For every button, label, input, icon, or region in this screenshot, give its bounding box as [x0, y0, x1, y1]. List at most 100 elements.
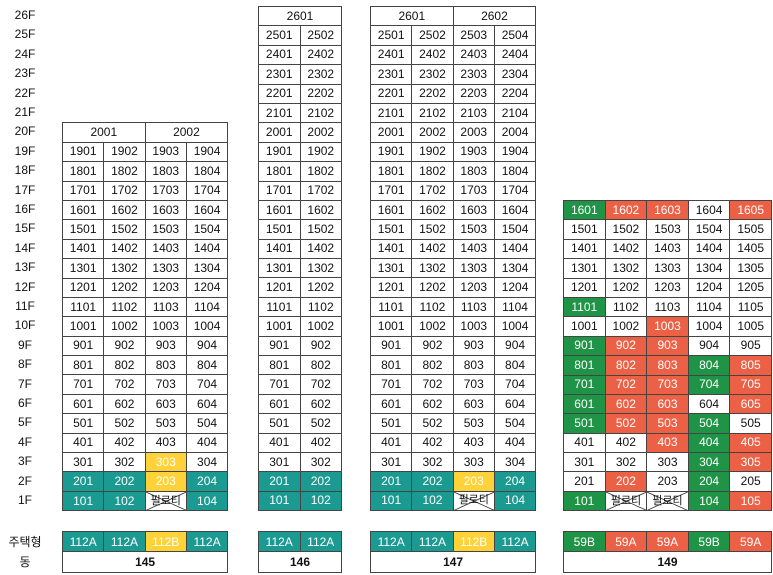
unit-cell: 1304 [687, 258, 731, 279]
unit-cell: 1503 [646, 219, 689, 240]
unit-cell: 704 [687, 374, 731, 395]
floor-row: 2501 2502 [258, 25, 343, 46]
unit-cell: 1105 [729, 296, 772, 318]
unit-cell: 405 [729, 432, 772, 454]
unit-cell: 1001 [258, 316, 301, 337]
floor-row: 101 102 [258, 490, 343, 512]
top-floor-header: 2002 [144, 122, 229, 143]
unit-cell: 1101 [61, 296, 105, 318]
unit-cell: 305 [729, 452, 772, 473]
unit-type-cell: 112A [493, 531, 537, 552]
unit-cell: 1003 [144, 316, 187, 337]
floor-row: 1601 1602 1603 1604 [369, 199, 537, 221]
dong-number: 149 [563, 551, 772, 573]
unit-cell: 401 [61, 432, 105, 454]
unit-cell: 필로티 [646, 490, 689, 512]
unit-cell: 1601 [258, 199, 301, 221]
unit-cell: 2302 [299, 64, 343, 85]
unit-cell: 1203 [144, 277, 187, 298]
unit-cell: 601 [563, 393, 606, 415]
floor-row: 201 202 [258, 471, 343, 492]
floor-row: 401 402 403 404 [369, 432, 537, 453]
floor-row: 1001 1002 1003 1004 [369, 316, 537, 337]
unit-cell: 1004 [687, 316, 731, 337]
unit-cell: 1502 [411, 219, 454, 240]
unit-cell: 2303 [452, 64, 495, 85]
unit-cell: 1104 [185, 296, 229, 318]
unit-cell: 1002 [103, 316, 146, 337]
unit-cell: 201 [369, 471, 413, 492]
floor-row: 1701 1702 [258, 180, 343, 201]
floor-row: 2401 2402 [258, 44, 343, 66]
floor-row: 1601 1602 [258, 199, 343, 221]
unit-cell: 1602 [299, 199, 343, 221]
unit-cell: 502 [103, 413, 146, 434]
unit-type-cell: 112A [61, 531, 105, 552]
unit-cell: 502 [299, 413, 343, 434]
unit-cell: 1404 [687, 238, 731, 260]
unit-cell: 904 [687, 335, 731, 357]
unit-cell: 1404 [185, 238, 229, 260]
unit-cell: 702 [299, 374, 343, 395]
unit-cell: 202 [604, 471, 648, 492]
unit-cell: 1302 [299, 258, 343, 279]
unit-cell: 902 [103, 335, 146, 357]
floor-label: 25F [14, 27, 36, 42]
floor-row: 101 102 필로티 104 [369, 490, 537, 512]
unit-cell: 2102 [411, 102, 454, 124]
building-145-grid: 2001 2002 1901 1902 1903 1904 1801 1802 1803 1804… [61, 122, 229, 512]
unit-cell: 1301 [369, 258, 413, 279]
unit-cell: 1402 [411, 238, 454, 260]
unit-cell: 2401 [258, 44, 301, 66]
unit-cell: 1204 [493, 277, 537, 298]
floor-label: 5F [17, 415, 32, 430]
floor-row: 1601 1602 1603 1604 [61, 199, 229, 221]
unit-cell: 1205 [729, 277, 772, 298]
unit-cell: 602 [299, 393, 343, 415]
floor-row: 2401 2402 2403 2404 [369, 44, 537, 66]
unit-cell: 1405 [729, 238, 772, 260]
unit-cell: 202 [299, 471, 343, 492]
dong-number: 145 [61, 551, 229, 573]
floor-row: 1801 1802 [258, 161, 343, 182]
unit-cell: 2302 [411, 64, 454, 85]
floor-row: 1101 1102 1103 1104 1105 [563, 296, 772, 318]
floor-row: 501 502 503 504 505 [563, 413, 772, 434]
unit-cell: 1801 [61, 161, 105, 182]
floor-row: 901 902 903 904 [369, 335, 537, 357]
unit-cell: 1403 [144, 238, 187, 260]
unit-cell: 102 [411, 490, 454, 512]
unit-cell: 1801 [258, 161, 301, 182]
unit-cell: 1503 [144, 219, 187, 240]
unit-cell: 1103 [646, 296, 689, 318]
floor-row: 301 302 303 304 [369, 451, 537, 473]
unit-cell: 802 [103, 355, 146, 376]
unit-type-cell: 59A [646, 531, 689, 552]
floor-row: 301 302 [258, 451, 343, 473]
floor-row: 501 502 503 504 [369, 413, 537, 434]
unit-cell: 504 [493, 413, 537, 434]
unit-cell: 501 [563, 413, 606, 434]
floor-row: 1701 1702 1703 1704 [369, 180, 537, 201]
unit-cell: 301 [563, 452, 606, 473]
unit-cell: 1402 [604, 238, 648, 260]
building-header-row: 2601 [257, 5, 343, 27]
floor-row: 601 602 [258, 393, 343, 415]
floor-row: 1101 1102 [258, 296, 343, 318]
floor-label: 9F [17, 337, 32, 352]
unit-cell: 1601 [563, 199, 606, 221]
unit-cell: 903 [646, 335, 689, 357]
unit-cell: 2304 [493, 64, 537, 85]
unit-cell: 1304 [185, 258, 229, 279]
unit-cell: 801 [369, 355, 413, 376]
floor-row: 2101 2102 2103 2104 [369, 102, 537, 124]
floor-row: 101 102 필로티 104 [61, 490, 229, 512]
unit-cell: 703 [452, 374, 495, 395]
unit-cell: 202 [103, 471, 146, 492]
unit-cell: 2503 [452, 25, 495, 46]
floor-row: 1401 1402 1403 1404 1405 [563, 238, 772, 260]
floor-row: 601 602 603 604 [369, 393, 537, 415]
unit-cell: 101 [563, 490, 606, 512]
floor-row: 901 902 903 904 [61, 335, 229, 357]
unit-cell: 302 [299, 451, 343, 473]
